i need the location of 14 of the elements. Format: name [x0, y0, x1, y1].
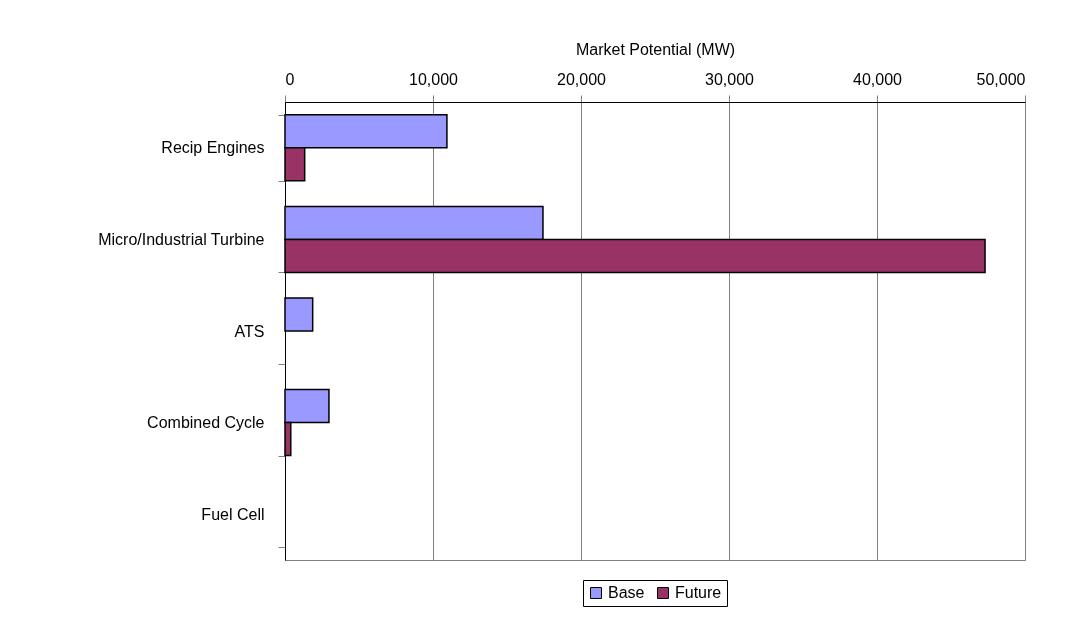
x-tick-label: 50,000: [976, 70, 1026, 88]
y-tick-label: Combined Cycle: [147, 414, 265, 432]
y-tick-label: ATS: [234, 322, 265, 340]
x-tick-label: 0: [285, 70, 295, 88]
x-tick-label: 10,000: [409, 70, 459, 88]
y-tick-label: Recip Engines: [161, 139, 265, 157]
legend-label: Base: [608, 584, 645, 601]
x-tick-label: 30,000: [705, 70, 755, 88]
x-tick-label: 40,000: [853, 70, 903, 88]
y-tick-label: Fuel Cell: [201, 505, 265, 523]
x-axis-title: Market Potential (MW): [575, 40, 736, 58]
legend-label: Future: [675, 584, 722, 601]
y-tick-label: Micro/Industrial Turbine: [98, 230, 265, 248]
x-tick-label: 20,000: [557, 70, 607, 88]
